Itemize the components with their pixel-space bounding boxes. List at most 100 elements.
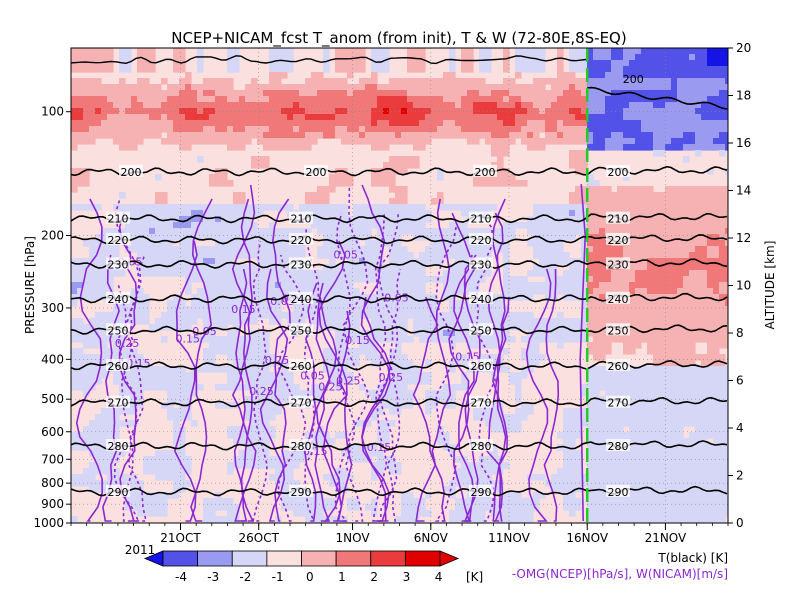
anomaly-cell (383, 312, 390, 319)
anomaly-cell (419, 216, 426, 223)
anomaly-cell (575, 198, 582, 205)
anomaly-cell (587, 210, 594, 217)
anomaly-cell (191, 264, 198, 271)
anomaly-cell (317, 90, 324, 97)
anomaly-cell (71, 48, 78, 55)
anomaly-cell (455, 90, 462, 97)
anomaly-cell (401, 504, 408, 511)
anomaly-cell (629, 48, 636, 55)
anomaly-cell (83, 384, 90, 391)
anomaly-cell (413, 300, 420, 307)
anomaly-cell (353, 96, 360, 103)
anomaly-cell (317, 498, 324, 505)
anomaly-cell (419, 114, 426, 121)
anomaly-cell (461, 354, 468, 361)
anomaly-cell (191, 102, 198, 109)
anomaly-cell (341, 516, 348, 523)
anomaly-cell (461, 378, 468, 385)
anomaly-cell (497, 114, 504, 121)
anomaly-cell (293, 456, 300, 463)
anomaly-cell (545, 210, 552, 217)
anomaly-cell (671, 276, 678, 283)
anomaly-cell (551, 486, 558, 493)
anomaly-cell (101, 276, 108, 283)
anomaly-cell (629, 318, 636, 325)
anomaly-cell (71, 348, 78, 355)
anomaly-cell (611, 60, 618, 67)
anomaly-cell (329, 480, 336, 487)
anomaly-cell (653, 252, 660, 259)
anomaly-cell (209, 366, 216, 373)
anomaly-cell (449, 342, 456, 349)
anomaly-cell (257, 120, 264, 127)
anomaly-cell (311, 114, 318, 121)
anomaly-cell (287, 246, 294, 253)
anomaly-cell (659, 114, 666, 121)
anomaly-cell (665, 492, 672, 499)
anomaly-cell (629, 414, 636, 421)
anomaly-cell (431, 198, 438, 205)
anomaly-cell (179, 384, 186, 391)
anomaly-cell (527, 144, 534, 151)
anomaly-cell (113, 120, 120, 127)
anomaly-cell (563, 210, 570, 217)
anomaly-cell (665, 348, 672, 355)
anomaly-cell (617, 204, 624, 211)
anomaly-cell (509, 78, 516, 85)
anomaly-cell (251, 414, 258, 421)
anomaly-cell (629, 138, 636, 145)
anomaly-cell (443, 318, 450, 325)
anomaly-cell (101, 408, 108, 415)
anomaly-cell (209, 216, 216, 223)
anomaly-cell (455, 96, 462, 103)
anomaly-cell (575, 126, 582, 133)
anomaly-cell (173, 378, 180, 385)
anomaly-cell (587, 108, 594, 115)
anomaly-cell (623, 510, 630, 517)
anomaly-cell (419, 90, 426, 97)
anomaly-cell (599, 312, 606, 319)
anomaly-cell (413, 330, 420, 337)
anomaly-cell (275, 300, 282, 307)
anomaly-cell (449, 324, 456, 331)
anomaly-cell (203, 516, 210, 523)
anomaly-cell (419, 504, 426, 511)
anomaly-cell (647, 372, 654, 379)
anomaly-cell (113, 246, 120, 253)
anomaly-cell (389, 222, 396, 229)
anomaly-cell (671, 270, 678, 277)
anomaly-cell (407, 360, 414, 367)
anomaly-cell (569, 462, 576, 469)
anomaly-cell (101, 270, 108, 277)
anomaly-cell (287, 144, 294, 151)
anomaly-cell (299, 510, 306, 517)
anomaly-cell (491, 306, 498, 313)
anomaly-cell (419, 258, 426, 265)
anomaly-cell (143, 510, 150, 517)
anomaly-cell (149, 462, 156, 469)
anomaly-cell (665, 210, 672, 217)
anomaly-cell (635, 288, 642, 295)
anomaly-cell (113, 84, 120, 91)
anomaly-cell (191, 294, 198, 301)
anomaly-cell (299, 318, 306, 325)
anomaly-cell (185, 126, 192, 133)
anomaly-cell (557, 138, 564, 145)
anomaly-cell (449, 336, 456, 343)
anomaly-cell (305, 138, 312, 145)
anomaly-cell (581, 138, 588, 145)
anomaly-cell (317, 276, 324, 283)
anomaly-cell (653, 312, 660, 319)
anomaly-cell (425, 90, 432, 97)
anomaly-cell (653, 138, 660, 145)
anomaly-cell (575, 414, 582, 421)
anomaly-cell (533, 288, 540, 295)
anomaly-cell (629, 438, 636, 445)
anomaly-cell (323, 270, 330, 277)
anomaly-cell (245, 360, 252, 367)
anomaly-cell (101, 228, 108, 235)
anomaly-cell (233, 270, 240, 277)
anomaly-cell (491, 240, 498, 247)
anomaly-cell (491, 354, 498, 361)
anomaly-cell (191, 420, 198, 427)
